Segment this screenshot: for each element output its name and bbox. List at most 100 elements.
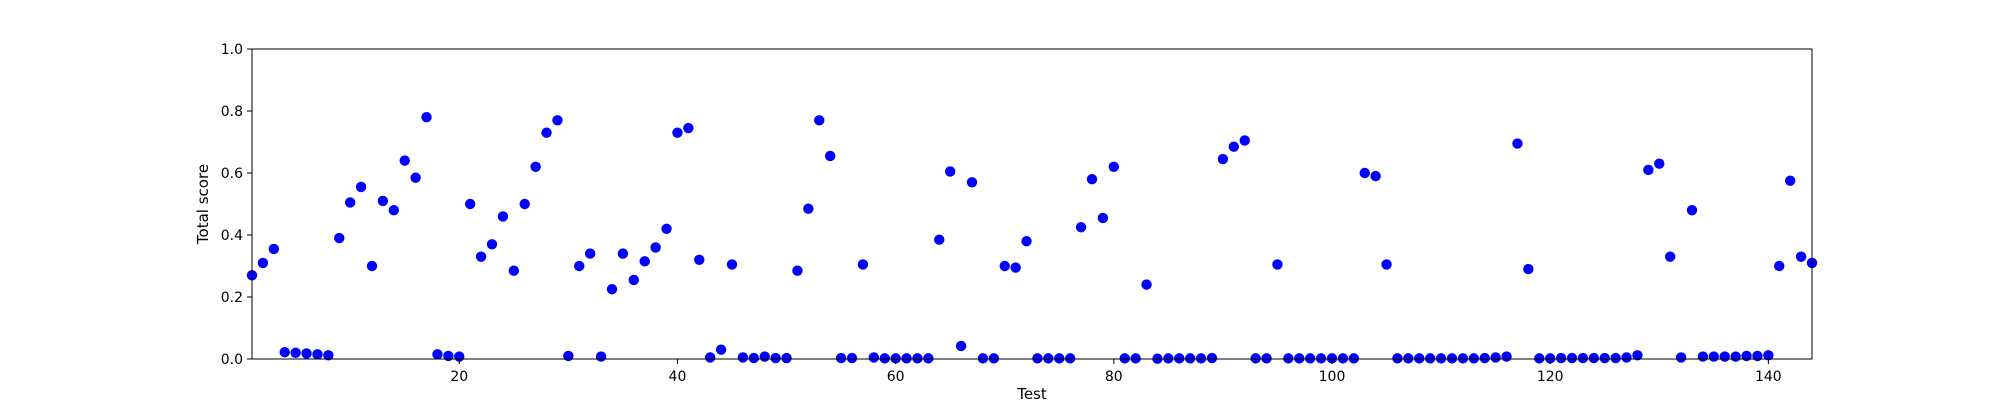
data-point [944, 166, 956, 177]
data-point [803, 203, 814, 214]
data-point [1795, 251, 1807, 262]
data-point [1468, 353, 1480, 364]
data-point [977, 353, 989, 364]
data-point [574, 260, 585, 272]
data-point [1021, 236, 1032, 247]
data-point [1370, 170, 1381, 182]
data-point [1381, 259, 1392, 270]
data-point [1512, 138, 1523, 149]
x-axis-label: Test [1016, 385, 1047, 400]
x-tick-label: 80 [1105, 369, 1123, 385]
data-point [1599, 352, 1610, 364]
data-point [1632, 350, 1643, 361]
data-point [595, 351, 607, 362]
data-point [530, 161, 541, 172]
y-tick-label: 0.0 [221, 352, 243, 368]
data-point [1064, 353, 1076, 364]
data-point [1654, 158, 1665, 169]
data-point [443, 350, 454, 362]
data-point [1359, 167, 1370, 179]
data-point [694, 254, 705, 265]
data-point [901, 353, 912, 364]
data-point [301, 348, 312, 359]
data-point [1643, 164, 1654, 176]
data-point [1184, 353, 1196, 364]
x-tick-label: 20 [450, 369, 468, 385]
data-point [1446, 353, 1458, 364]
data-point [923, 353, 934, 364]
data-point [835, 352, 847, 364]
data-point [552, 115, 563, 126]
data-point [1686, 205, 1698, 216]
data-point [497, 211, 509, 222]
data-point [868, 352, 880, 363]
data-point [355, 181, 367, 193]
data-point [988, 353, 1000, 364]
data-point [475, 251, 487, 262]
data-point [1174, 353, 1185, 364]
data-point [1032, 353, 1043, 364]
x-tick-label: 60 [887, 369, 905, 385]
data-point [672, 127, 683, 138]
data-point [541, 127, 552, 138]
y-tick-label: 0.4 [221, 228, 243, 244]
data-point [1774, 260, 1785, 272]
x-tick-label: 120 [1537, 369, 1564, 385]
data-point [290, 347, 301, 358]
data-point [1534, 353, 1545, 364]
data-point [683, 122, 694, 134]
data-point [1250, 353, 1261, 364]
data-point [814, 115, 825, 126]
data-point [606, 284, 618, 295]
data-point [704, 352, 716, 363]
data-point [759, 351, 770, 362]
data-point [1730, 351, 1741, 362]
data-point [366, 260, 378, 272]
data-point [1206, 352, 1218, 364]
data-point [432, 349, 443, 360]
data-point [715, 344, 727, 355]
data-point [1763, 350, 1774, 361]
data-point [563, 350, 574, 362]
data-point [1283, 353, 1294, 364]
data-point [726, 259, 738, 270]
data-point [650, 242, 661, 253]
data-point [1054, 353, 1065, 364]
y-tick-label: 1.0 [221, 42, 243, 58]
data-point [1086, 174, 1098, 185]
data-point [1752, 350, 1763, 362]
data-point [748, 352, 760, 364]
data-point [584, 248, 596, 259]
data-point [1708, 351, 1720, 362]
data-point [334, 232, 345, 244]
data-point [781, 352, 792, 364]
data-point [955, 340, 967, 352]
data-point [966, 177, 978, 188]
data-point [824, 150, 836, 162]
data-point [1108, 161, 1120, 172]
data-point [1719, 351, 1730, 362]
data-point [1577, 352, 1589, 364]
data-point [1261, 353, 1272, 364]
y-tick-label: 0.6 [221, 166, 243, 182]
data-point [1228, 141, 1240, 152]
y-axis-label: Total score [194, 164, 212, 245]
data-point [279, 346, 290, 358]
data-point [628, 274, 640, 286]
data-point [1239, 135, 1250, 146]
data-point [1414, 353, 1425, 364]
data-point [1294, 353, 1305, 364]
data-point [1043, 353, 1054, 364]
data-point [1610, 352, 1621, 364]
data-point [1501, 351, 1512, 362]
data-point [1010, 262, 1021, 273]
data-point [1588, 352, 1600, 364]
data-point [1566, 352, 1578, 364]
data-point [1621, 352, 1632, 363]
data-point [1424, 353, 1436, 364]
data-point [399, 155, 410, 166]
data-point [1272, 259, 1283, 270]
data-point [344, 197, 356, 208]
data-point [257, 257, 269, 269]
x-axis: 20 40 60 80 100 120 140 [450, 359, 1782, 385]
